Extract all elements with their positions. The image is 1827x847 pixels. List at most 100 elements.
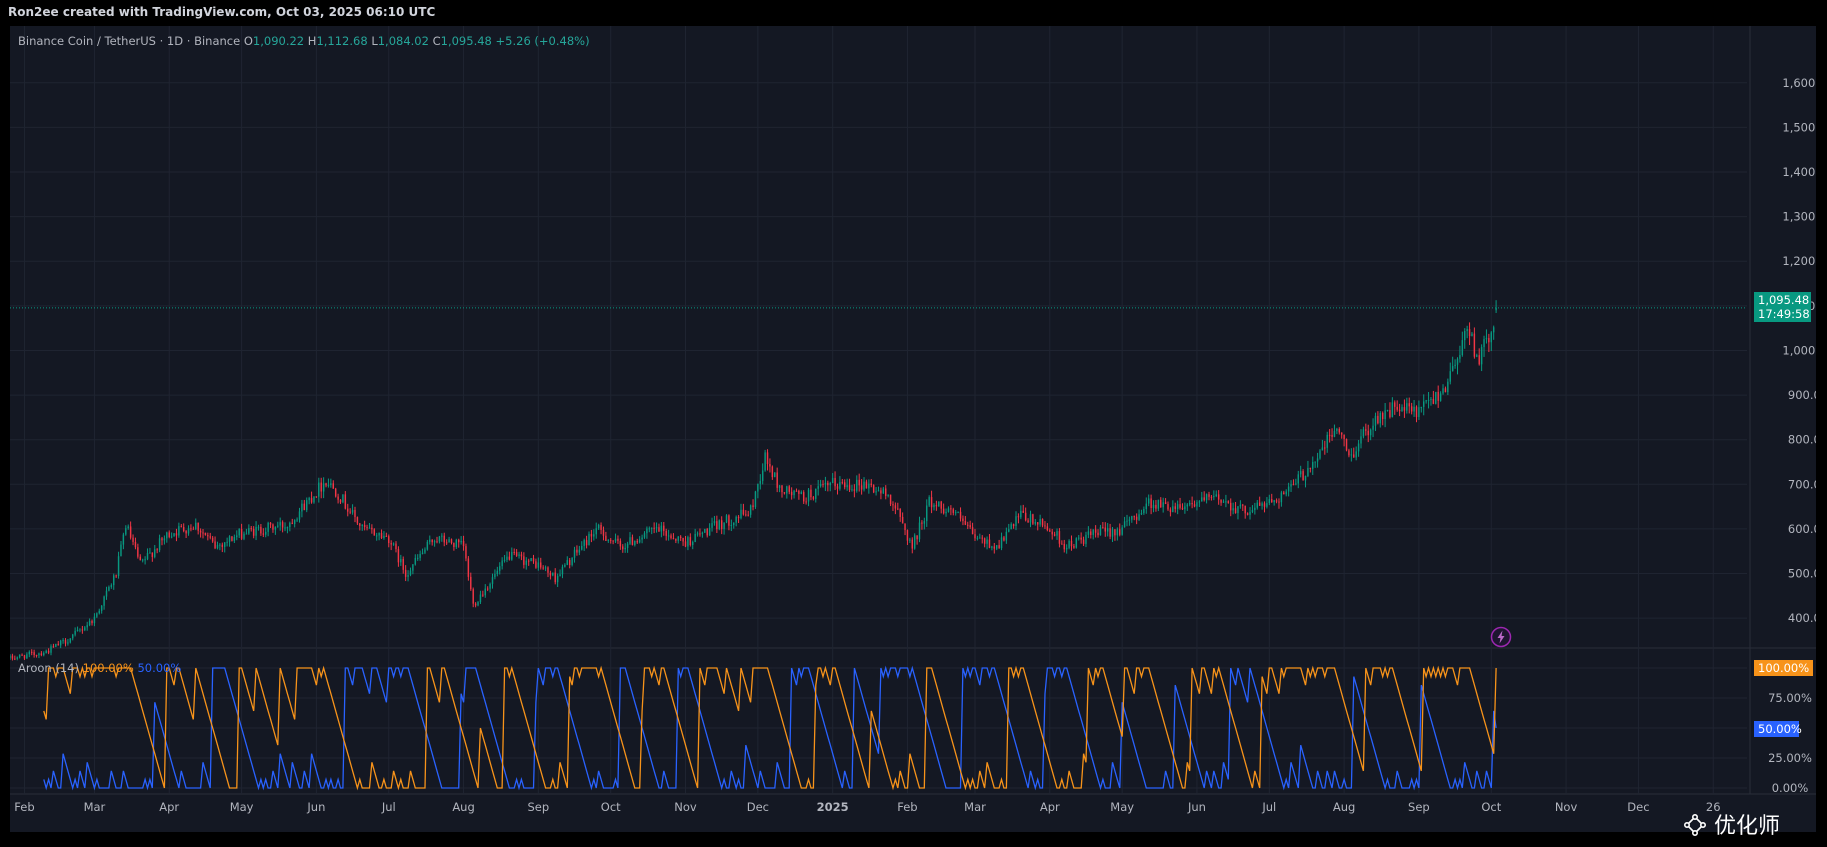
bolt-icon[interactable] xyxy=(1490,626,1512,648)
candle-body xyxy=(798,490,800,494)
candle-body xyxy=(1138,514,1140,520)
candle-body xyxy=(819,484,822,487)
candle-body xyxy=(749,505,752,515)
candle-body xyxy=(378,532,380,536)
time-axis-label: Feb xyxy=(14,800,34,814)
candle-body xyxy=(646,528,648,534)
time-axis-label: Jul xyxy=(381,800,396,814)
candle-body xyxy=(967,524,969,526)
candle-body xyxy=(653,527,655,529)
candle-body xyxy=(1032,514,1034,524)
candle-body xyxy=(503,559,506,561)
candle-body xyxy=(337,496,339,500)
candle-body xyxy=(1451,366,1454,372)
candle-body xyxy=(1336,428,1338,431)
chart-canvas[interactable]: Feb Mar Apr May Jun Jul Aug Sep Oct Nov Dec 2025 Feb… xyxy=(10,26,1816,832)
candle-body xyxy=(1225,501,1227,503)
candle-body xyxy=(527,560,530,562)
open-label: O xyxy=(243,34,253,48)
candle-body xyxy=(1111,529,1114,537)
candle-body xyxy=(277,525,279,527)
candle-body xyxy=(552,572,554,576)
candle-body xyxy=(1155,504,1157,509)
low-value: 1,084.02 xyxy=(377,34,429,48)
candle-body xyxy=(612,540,614,542)
price-axis-label: 1,600.00 xyxy=(1782,76,1816,90)
candle-body xyxy=(1266,503,1268,507)
candle-body xyxy=(1167,504,1169,510)
candle-body xyxy=(1128,519,1131,521)
aroon-legend[interactable]: Aroon (14) 100.00% 50.00% xyxy=(18,661,181,675)
time-axis-label: Jun xyxy=(306,800,325,814)
candle-body xyxy=(933,505,935,508)
candle-body xyxy=(988,539,991,548)
candle-body xyxy=(1210,496,1213,498)
candle-body xyxy=(1184,506,1186,510)
candle-body xyxy=(897,508,899,510)
candle-body xyxy=(390,543,392,545)
candle-body xyxy=(783,492,786,494)
candle-body xyxy=(1114,529,1116,536)
candle-body xyxy=(1420,406,1423,408)
candle-body xyxy=(1495,307,1497,311)
candle-body xyxy=(1468,329,1471,337)
candle-body xyxy=(945,511,947,514)
candle-body xyxy=(72,634,74,639)
price-axis-label: 1,000.00 xyxy=(1782,343,1816,357)
candle-body xyxy=(935,505,938,507)
candle-body xyxy=(1082,539,1085,544)
aroon-down-tag: 50.00% xyxy=(1754,721,1802,737)
candle-body xyxy=(484,588,486,596)
candle-body xyxy=(499,566,501,571)
candle-body xyxy=(1242,504,1244,506)
candle-body xyxy=(207,535,209,537)
candle-body xyxy=(231,536,233,541)
candle-body xyxy=(899,508,901,517)
candle-body xyxy=(40,653,43,656)
candle-body xyxy=(880,490,882,494)
candle-body xyxy=(1246,513,1249,515)
candle-body xyxy=(371,527,373,530)
candle-body xyxy=(306,500,308,511)
candle-body xyxy=(508,556,511,560)
candle-body xyxy=(904,523,906,531)
candle-body xyxy=(1309,467,1312,469)
candle-body xyxy=(983,538,986,544)
candle-body xyxy=(1099,527,1102,536)
candle-body xyxy=(889,494,892,505)
symbol-legend[interactable]: Binance Coin / TetherUS · 1D · Binance O… xyxy=(18,34,590,48)
candle-body xyxy=(1145,503,1148,510)
candle-body xyxy=(696,533,699,535)
aroon-axis-label: 25.00% xyxy=(1768,751,1812,765)
candle-body xyxy=(16,657,18,659)
candle-body xyxy=(308,498,310,501)
candle-body xyxy=(1408,403,1410,407)
candle-body xyxy=(745,514,747,516)
candle-body xyxy=(781,485,783,493)
candle-body xyxy=(602,529,605,536)
candle-body xyxy=(1227,501,1230,503)
candle-body xyxy=(566,560,569,565)
candle-body xyxy=(634,540,636,545)
time-axis-label: Jun xyxy=(1187,800,1206,814)
candle-body xyxy=(1029,514,1032,523)
candle-body xyxy=(1222,501,1225,503)
candle-body xyxy=(260,526,262,534)
candle-body xyxy=(609,539,612,541)
candle-body xyxy=(293,520,296,524)
candle-body xyxy=(1208,494,1210,497)
candle-body xyxy=(462,540,465,547)
candle-body xyxy=(906,530,909,541)
candle-body xyxy=(1005,531,1008,541)
candle-body xyxy=(1290,484,1292,487)
candle-body xyxy=(1104,527,1106,532)
candle-body xyxy=(790,491,793,496)
candle-body xyxy=(853,489,856,491)
candle-body xyxy=(1299,471,1302,475)
chart-panel[interactable]: Feb Mar Apr May Jun Jul Aug Sep Oct Nov Dec 2025 Feb… xyxy=(10,26,1816,832)
candle-body xyxy=(1302,471,1304,481)
candle-body xyxy=(1000,537,1003,549)
candle-body xyxy=(182,527,185,532)
candle-body xyxy=(1447,381,1449,393)
candle-body xyxy=(185,531,187,534)
